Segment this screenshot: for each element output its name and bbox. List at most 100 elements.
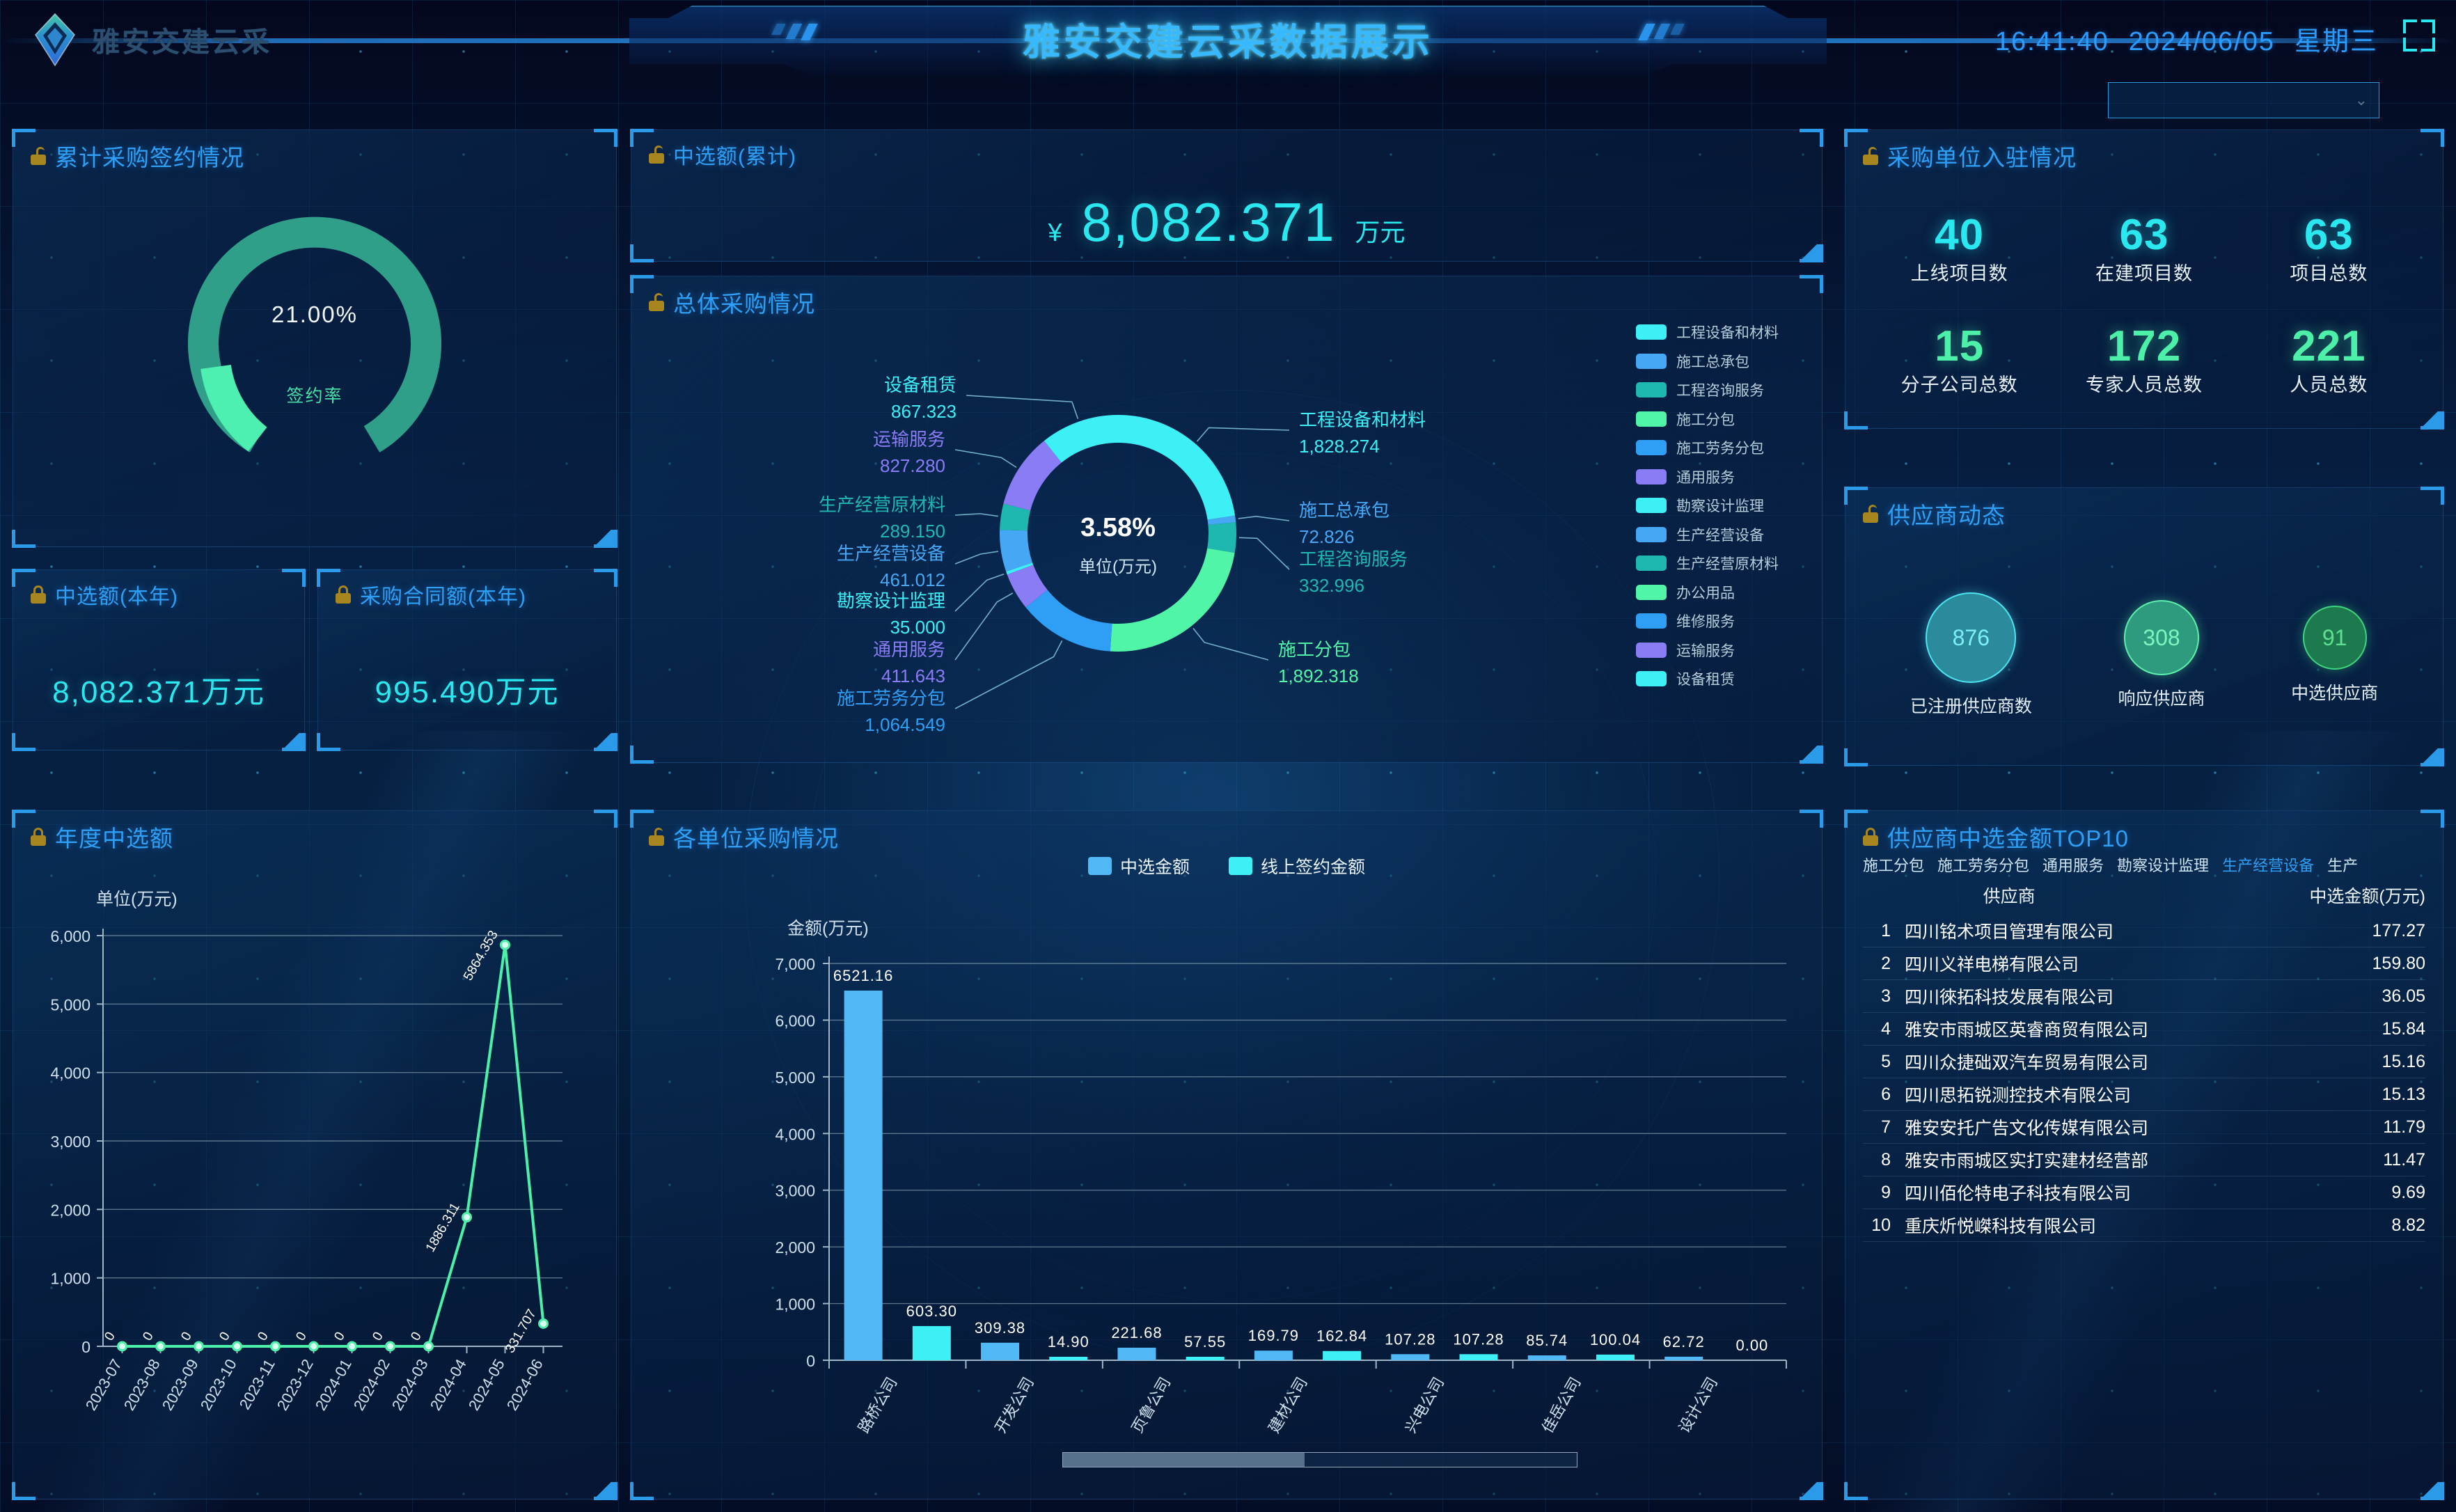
donut-legend-item[interactable]: 工程设备和材料	[1636, 322, 1804, 342]
line-data-point[interactable]	[155, 1341, 166, 1352]
donut-legend-item[interactable]: 办公用品	[1636, 582, 1804, 603]
table-row[interactable]: 1 四川铭术项目管理有限公司 177.27	[1863, 915, 2425, 947]
bar[interactable]	[1459, 1354, 1498, 1360]
bar[interactable]	[1117, 1347, 1156, 1360]
logo[interactable]: 雅安交建云采	[33, 13, 271, 67]
y-tick-label: 5,000	[775, 1069, 815, 1087]
bar-value-label: 100.04	[1590, 1331, 1641, 1348]
donut-legend-item[interactable]: 维修服务	[1636, 611, 1804, 631]
donut-slice[interactable]	[1006, 562, 1034, 575]
bar[interactable]	[844, 990, 883, 1360]
donut-slice[interactable]	[1207, 515, 1236, 525]
fullscreen-icon[interactable]	[2403, 19, 2435, 52]
bar[interactable]	[1664, 1356, 1703, 1360]
donut-legend-item[interactable]: 生产经营设备	[1636, 524, 1804, 545]
top10-supplier-name: 四川思拓锐测控技术有限公司	[1905, 1086, 2132, 1105]
table-row[interactable]: 9 四川佰伦特电子科技有限公司 9.69	[1863, 1176, 2425, 1209]
line-data-point[interactable]	[270, 1341, 281, 1352]
donut-legend-item[interactable]: 施工总承包	[1636, 351, 1804, 372]
donut-slice-value: 827.280	[880, 455, 945, 476]
panel-award-amount-cumulative: 中选额(累计) ¥ 8,082.371 万元	[630, 129, 1823, 262]
donut-slice[interactable]	[1007, 565, 1048, 608]
donut-legend-item[interactable]: 设备租赁	[1636, 668, 1804, 689]
top10-category-tab[interactable]: 施工劳务分包	[1937, 857, 2030, 874]
line-data-point[interactable]	[194, 1341, 204, 1352]
donut-slice[interactable]	[1025, 590, 1112, 652]
donut-legend-item[interactable]: 施工劳务分包	[1636, 437, 1804, 458]
global-filter-select[interactable]: ⌄	[2108, 82, 2379, 118]
bar-chart-scrollbar[interactable]	[1062, 1452, 1577, 1467]
top10-category-tab[interactable]: 生产经营设备	[2222, 857, 2315, 874]
bar[interactable]	[1391, 1354, 1430, 1360]
lock-open-icon	[1863, 505, 1878, 523]
supplier-bubble-item[interactable]: 308 响应供应商	[2118, 600, 2205, 710]
line-data-point[interactable]	[117, 1341, 127, 1352]
annual-award-line-chart[interactable]: 单位(万元) 0 1,000 2,000 3,000 4,000 5,000 6,000 202…	[13, 859, 617, 1486]
top10-category-tab[interactable]: 勘察设计监理	[2117, 857, 2210, 874]
top10-category-tab[interactable]: 施工分包	[1863, 857, 1925, 874]
donut-legend[interactable]: 工程设备和材料施工总承包工程咨询服务 施工分包施工劳务分包 通用服务勘察设计监理 生产…	[1636, 322, 1804, 689]
bar-legend-item[interactable]: 线上签约金额	[1229, 853, 1365, 879]
bar-value-label: 14.90	[1048, 1333, 1089, 1350]
top10-category-tab[interactable]: 生产	[2327, 857, 2359, 874]
table-row[interactable]: 2 四川义祥电梯有限公司 159.80	[1863, 947, 2425, 980]
donut-legend-item[interactable]: 运输服务	[1636, 640, 1804, 661]
donut-slice[interactable]	[1207, 522, 1236, 553]
bar[interactable]	[1049, 1357, 1088, 1360]
line-data-point[interactable]	[500, 939, 510, 950]
supplier-bubble-item[interactable]: 876 已注册供应商数	[1910, 592, 2032, 718]
bar-legend-item[interactable]: 中选金额	[1087, 853, 1190, 879]
donut-legend-item[interactable]: 通用服务	[1636, 466, 1804, 487]
table-row[interactable]: 7 雅安安托广告文化传媒有限公司 11.79	[1863, 1111, 2425, 1144]
bar[interactable]	[912, 1325, 951, 1360]
donut-slice-value: 461.012	[880, 569, 945, 590]
table-row[interactable]: 8 雅安市雨城区实打实建材经营部 11.47	[1863, 1144, 2425, 1176]
line-data-point[interactable]	[423, 1341, 434, 1352]
top10-rank: 1	[1881, 920, 1891, 940]
line-data-point[interactable]	[385, 1341, 395, 1352]
line-data-point[interactable]	[462, 1212, 472, 1223]
top10-amount: 9.69	[2391, 1182, 2425, 1202]
donut-slice[interactable]	[1003, 441, 1062, 511]
donut-legend-item[interactable]: 生产经营原材料	[1636, 553, 1804, 574]
line-data-point[interactable]	[347, 1341, 357, 1352]
unit-procurement-bar-chart[interactable]: 金额(万元) 0 1,000 2,000 3,000 4,000 5,000 6,000 7,0…	[631, 887, 1823, 1465]
line-data-point[interactable]	[538, 1318, 549, 1329]
legend-label: 工程设备和材料	[1676, 325, 1779, 341]
bar-chart-legend[interactable]: 中选金额 线上签约金额	[1087, 853, 1365, 879]
x-tick-label: 2023-11	[236, 1356, 278, 1412]
donut-slice[interactable]	[1000, 530, 1033, 572]
table-row[interactable]: 10 重庆炘悦嵥科技有限公司 8.82	[1863, 1209, 2425, 1242]
bar[interactable]	[1254, 1350, 1293, 1360]
bar[interactable]	[981, 1342, 1020, 1360]
top10-rank: 10	[1871, 1215, 1891, 1235]
donut-legend-item[interactable]: 工程咨询服务	[1636, 379, 1804, 400]
donut-legend-item[interactable]: 勘察设计监理	[1636, 495, 1804, 516]
bar[interactable]	[1596, 1354, 1635, 1360]
donut-slice[interactable]	[1000, 503, 1031, 531]
table-row[interactable]: 5 四川众捷础双汽车贸易有限公司 15.16	[1863, 1046, 2425, 1078]
scrollbar-thumb[interactable]	[1063, 1453, 1305, 1467]
supplier-bubble-item[interactable]: 91 中选供应商	[2291, 606, 2378, 704]
donut-slice[interactable]	[1044, 415, 1118, 463]
diamond-logo-icon	[33, 13, 77, 67]
clock: 16:41:40 2024/06/05 星期三	[1995, 19, 2378, 58]
line-data-point[interactable]	[232, 1341, 242, 1352]
table-row[interactable]: 6 四川思拓锐测控技术有限公司 15.13	[1863, 1078, 2425, 1111]
bar-value-label: 85.74	[1526, 1332, 1568, 1349]
bar[interactable]	[1186, 1357, 1225, 1360]
panel-annual-award: 年度中选额 单位(万元) 0 1,000 2,000 3,000 4,000 5,000 6,…	[12, 810, 617, 1500]
bar[interactable]	[1527, 1355, 1566, 1360]
top10-category-tab[interactable]: 通用服务	[2042, 857, 2104, 874]
donut-slice[interactable]	[1118, 415, 1236, 520]
table-row[interactable]: 3 四川徠拓科技发展有限公司 36.05	[1863, 980, 2425, 1013]
table-row[interactable]: 4 雅安市雨城区英睿商贸有限公司 15.84	[1863, 1013, 2425, 1046]
donut-slice[interactable]	[1110, 548, 1235, 652]
bar[interactable]	[1323, 1350, 1362, 1360]
donut-center-percent: 3.58%	[1080, 513, 1156, 542]
line-data-point[interactable]	[308, 1341, 319, 1352]
top10-category-tabs[interactable]: 施工分包 施工劳务分包 通用服务 勘察设计监理 生产经营设备 生产	[1863, 853, 2435, 876]
donut-legend-item[interactable]: 施工分包	[1636, 409, 1804, 430]
legend-label: 线上签约金额	[1261, 858, 1366, 877]
overall-procurement-donut-chart[interactable]: 3.58% 单位(万元) 工程设备和材料 1,828.274 施工总承包 72.826工程…	[631, 324, 1605, 756]
